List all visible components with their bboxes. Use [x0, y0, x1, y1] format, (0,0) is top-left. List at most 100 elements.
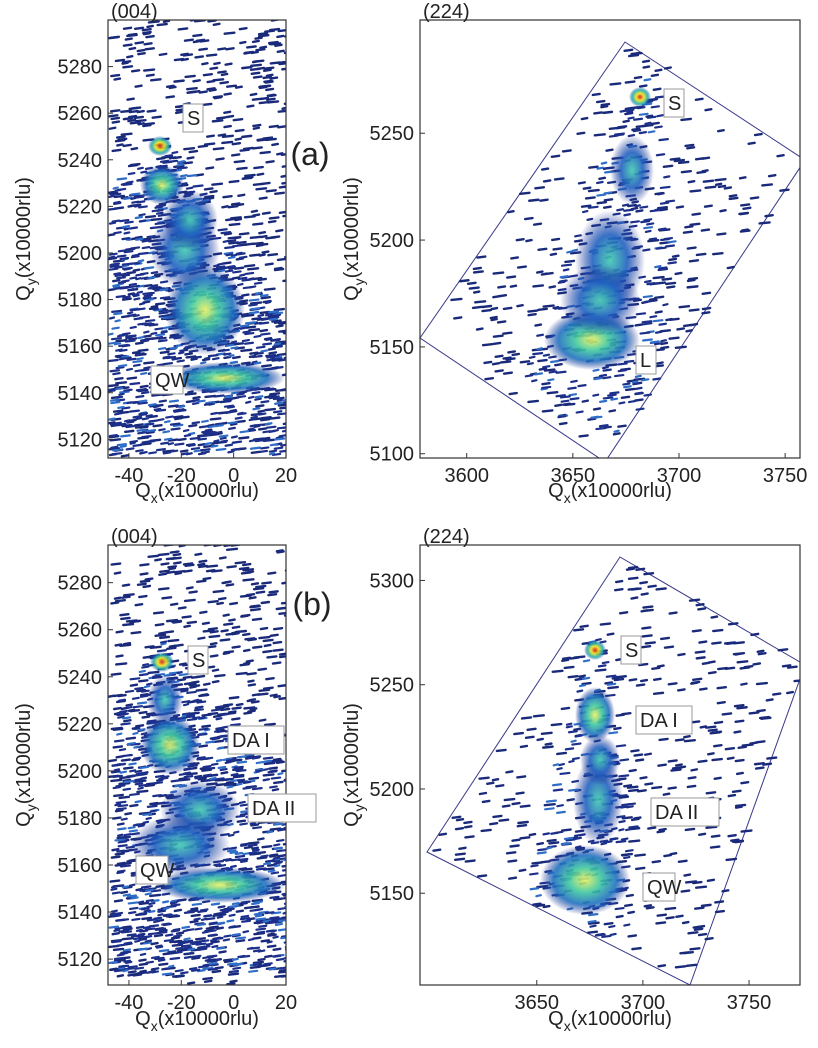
- noise: [120, 616, 131, 621]
- noise: [250, 450, 262, 455]
- diffuse: [239, 954, 251, 959]
- diffuse: [143, 266, 155, 270]
- noise: [249, 301, 263, 305]
- diffuse: [141, 440, 151, 444]
- noise: [268, 351, 278, 355]
- noise: [126, 376, 138, 380]
- axis-subscript: y: [23, 278, 39, 285]
- axis-symbol: Q: [13, 811, 35, 827]
- diffuse: [638, 112, 649, 116]
- noise: [142, 32, 151, 36]
- diffuse: [648, 237, 658, 241]
- axis-unit: (x10000rlu): [13, 177, 35, 278]
- diffuse: [152, 307, 159, 311]
- diffuse: [653, 342, 664, 346]
- noise: [480, 828, 492, 833]
- noise: [492, 271, 505, 275]
- diffuse: [202, 773, 213, 777]
- axis-unit: (x10000rlu): [341, 703, 363, 804]
- noise: [674, 965, 687, 969]
- diffuse: [247, 843, 258, 847]
- diffuse: [608, 731, 619, 735]
- noise: [184, 563, 195, 568]
- noise: [740, 829, 753, 833]
- noise: [136, 109, 145, 114]
- diffuse: [198, 947, 208, 951]
- noise: [258, 196, 268, 200]
- noise: [162, 20, 171, 24]
- noise: [612, 432, 621, 436]
- noise: [674, 345, 687, 349]
- noise: [762, 762, 773, 766]
- diffuse: [667, 240, 677, 244]
- diffuse: [116, 869, 126, 873]
- noise: [122, 26, 133, 30]
- noise: [129, 803, 139, 808]
- diffuse: [155, 211, 164, 215]
- diffuse: [126, 367, 134, 372]
- diffuse: [129, 308, 141, 312]
- diffuse: [132, 443, 143, 447]
- diffuse: [121, 885, 129, 889]
- plot-area: [426, 556, 800, 985]
- noise: [112, 409, 124, 413]
- noise: [110, 855, 121, 859]
- noise: [680, 889, 691, 893]
- noise: [263, 722, 276, 727]
- axis-symbol: Q: [548, 480, 564, 502]
- diffuse: [191, 902, 203, 906]
- diffuse: [141, 245, 151, 250]
- diffuse: [170, 899, 177, 903]
- noise: [113, 693, 124, 698]
- diffuse: [232, 270, 242, 274]
- noise: [532, 284, 545, 288]
- noise: [464, 835, 475, 839]
- noise: [239, 40, 247, 45]
- diffuse: [623, 385, 632, 389]
- diffuse: [642, 294, 653, 299]
- noise: [629, 106, 639, 110]
- noise: [505, 851, 517, 855]
- diffuse: [565, 838, 576, 842]
- axis-subscript: y: [23, 804, 39, 811]
- diffuse: [162, 922, 172, 927]
- diffuse: [138, 315, 151, 319]
- diffuse: [239, 859, 248, 863]
- diffuse: [138, 935, 150, 939]
- noise: [625, 567, 636, 571]
- diffuse: [245, 756, 253, 760]
- diffuse: [626, 802, 637, 806]
- diffuse: [229, 723, 241, 727]
- diffuse: [137, 166, 144, 170]
- noise: [122, 622, 135, 627]
- diffuse: [170, 903, 181, 907]
- diffuse: [246, 946, 254, 951]
- diffuse: [222, 909, 233, 913]
- diffuse: [643, 322, 653, 326]
- noise: [230, 422, 238, 426]
- noise: [710, 615, 719, 619]
- noise: [114, 809, 124, 813]
- diffuse: [182, 929, 189, 933]
- diffuse: [211, 944, 219, 949]
- diffuse: [242, 780, 252, 785]
- diffuse: [125, 424, 136, 429]
- noise: [272, 626, 284, 631]
- diffuse: [240, 914, 250, 919]
- noise: [256, 856, 268, 860]
- diffuse: [113, 200, 121, 205]
- noise: [269, 633, 279, 638]
- noise: [663, 645, 675, 649]
- noise: [638, 84, 648, 88]
- noise: [108, 287, 116, 292]
- noise: [271, 661, 282, 665]
- noise: [249, 235, 262, 240]
- diffuse: [570, 739, 577, 743]
- diffuse: [187, 390, 194, 394]
- noise: [667, 682, 678, 686]
- noise: [250, 71, 261, 76]
- noise: [658, 737, 669, 742]
- diffuse: [112, 785, 122, 790]
- noise: [567, 674, 579, 679]
- diffuse: [161, 967, 170, 971]
